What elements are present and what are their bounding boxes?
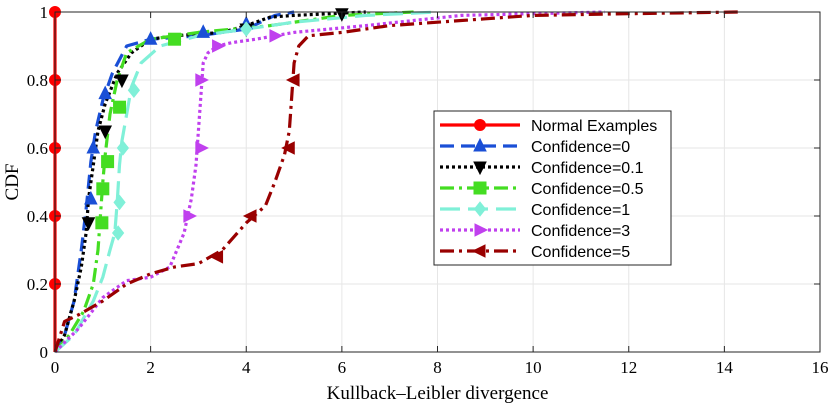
x-tick-label: 12 bbox=[620, 358, 637, 377]
y-tick-label: 0.8 bbox=[27, 71, 48, 90]
data-point-confidence-5 bbox=[242, 209, 257, 223]
data-point-confidence-1 bbox=[127, 82, 141, 99]
legend-marker-confidence-3 bbox=[474, 223, 489, 237]
y-tick-label: 0.2 bbox=[27, 275, 48, 294]
data-point-confidence-0-1 bbox=[98, 125, 113, 140]
x-tick-label: 14 bbox=[716, 358, 734, 377]
data-point-confidence-3 bbox=[212, 39, 226, 53]
y-tick-label: 0.4 bbox=[27, 207, 49, 226]
data-point-confidence-3 bbox=[183, 209, 197, 223]
legend-label-confidence-1: Confidence=1 bbox=[531, 202, 630, 219]
legend-marker-confidence-0 bbox=[473, 137, 487, 152]
x-tick-label: 6 bbox=[338, 358, 347, 377]
x-tick-label: 2 bbox=[146, 358, 155, 377]
legend-label-normal-examples: Normal Examples bbox=[531, 118, 657, 135]
legend-marker-confidence-5 bbox=[471, 244, 486, 258]
y-tick-label: 1 bbox=[40, 3, 49, 22]
legend-marker-confidence-0-5 bbox=[473, 181, 487, 195]
legend-marker-confidence-0-1 bbox=[473, 161, 487, 176]
x-tick-label: 0 bbox=[51, 358, 60, 377]
legend-label-confidence-0-1: Confidence=0.1 bbox=[531, 160, 644, 177]
data-point-confidence-0-1 bbox=[81, 217, 96, 231]
legend-label-confidence-0-5: Confidence=0.5 bbox=[531, 181, 644, 198]
series-line-confidence-5 bbox=[53, 10, 739, 353]
legend-label-confidence-3: Confidence=3 bbox=[531, 223, 630, 240]
data-point-confidence-3 bbox=[195, 141, 209, 155]
data-point-confidence-0-5 bbox=[168, 32, 182, 46]
data-point-confidence-0-5 bbox=[96, 182, 110, 196]
x-tick-label: 4 bbox=[242, 358, 251, 377]
data-point-confidence-1 bbox=[111, 225, 125, 241]
data-point-confidence-5 bbox=[209, 249, 224, 264]
data-point-confidence-0 bbox=[98, 85, 113, 100]
legend-marker-normal-examples bbox=[474, 119, 486, 131]
data-point-confidence-0 bbox=[84, 190, 98, 205]
data-point-confidence-0-5 bbox=[113, 100, 127, 114]
legend-label-confidence-0: Confidence=0 bbox=[531, 139, 630, 156]
legend-marker-confidence-1 bbox=[473, 201, 487, 217]
data-point-confidence-0 bbox=[196, 24, 211, 38]
data-point-confidence-1 bbox=[116, 140, 130, 156]
y-axis-title: CDF bbox=[2, 164, 23, 201]
legend: Normal Examples Confidence=0 Confidence=0.… bbox=[433, 110, 672, 266]
series-line-confidence-0-1 bbox=[53, 10, 366, 353]
y-tick-label: 0 bbox=[40, 343, 49, 362]
data-point-confidence-0-1 bbox=[115, 74, 129, 89]
axis-ticks: 0 2 4 6 8 10 12 14 16 0 0.2 0.4 0.6 0.8 1 bbox=[27, 3, 829, 377]
x-tick-label: 10 bbox=[525, 358, 542, 377]
series-line-confidence-0-5 bbox=[53, 10, 414, 354]
x-tick-label: 8 bbox=[433, 358, 442, 377]
data-point-confidence-1 bbox=[240, 21, 253, 37]
data-point-confidence-5 bbox=[285, 73, 300, 87]
data-point-confidence-3 bbox=[269, 28, 284, 43]
x-axis-title: Kullback–Leibler divergence bbox=[327, 383, 549, 404]
y-tick-label: 0.6 bbox=[27, 139, 48, 158]
data-point-confidence-0 bbox=[86, 139, 101, 154]
x-tick-label: 16 bbox=[812, 358, 829, 377]
data-point-confidence-0 bbox=[143, 31, 158, 45]
data-point-confidence-1 bbox=[113, 194, 126, 211]
data-point-confidence-3 bbox=[195, 73, 209, 87]
data-point-confidence-5 bbox=[281, 141, 295, 155]
data-point-confidence-0-5 bbox=[95, 216, 109, 230]
legend-label-confidence-5: Confidence=5 bbox=[531, 244, 630, 261]
data-point-confidence-0-5 bbox=[101, 155, 115, 169]
series-line-confidence-1 bbox=[53, 10, 438, 354]
